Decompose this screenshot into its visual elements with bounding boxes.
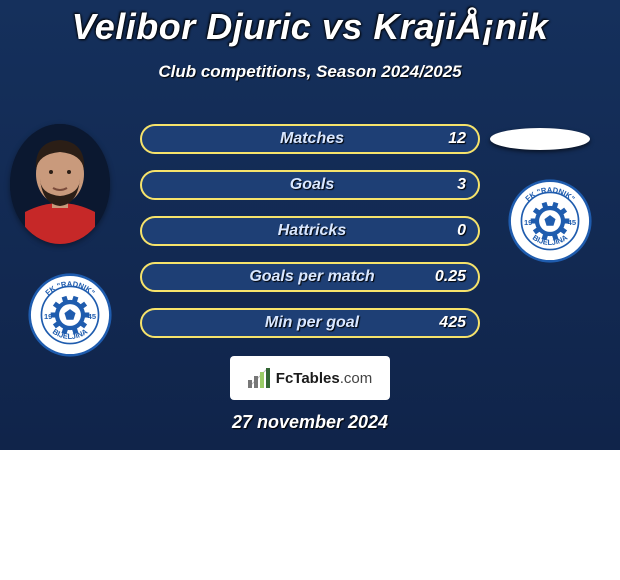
club-badge-left: FK "RADNIK" BIJELJINA 19 45 [28,273,112,357]
stat-label: Matches [142,130,482,148]
stat-label: Goals [142,176,482,194]
stat-value: 12 [448,130,466,148]
stat-row-goals-per-match: Goals per match0.25 [140,262,480,292]
stat-row-goals: Goals3 [140,170,480,200]
stat-label: Min per goal [142,314,482,332]
opponent-oval [490,128,590,150]
stage: Velibor Djuric vs KrajiÅ¡nik Club compet… [0,0,620,580]
stats-panel: Velibor Djuric vs KrajiÅ¡nik Club compet… [0,0,620,450]
stat-value: 425 [439,314,466,332]
stat-value: 3 [457,176,466,194]
comparison-subtitle: Club competitions, Season 2024/2025 [0,62,620,82]
player-avatar [10,124,110,244]
brand-name: FcTables [276,370,340,387]
club-badge-right: FK "RADNIK" BIJELJINA 19 45 [508,179,592,263]
stat-label: Goals per match [142,268,482,286]
snapshot-date: 27 november 2024 [0,412,620,433]
stat-row-matches: Matches12 [140,124,480,154]
comparison-title: Velibor Djuric vs KrajiÅ¡nik [0,6,620,48]
stat-row-min-per-goal: Min per goal425 [140,308,480,338]
stat-value: 0 [457,222,466,240]
brand-logo: FcTables.com [230,356,390,400]
brand-bars-icon [248,368,272,388]
stat-label: Hattricks [142,222,482,240]
brand-text: FcTables.com [276,370,372,387]
brand-tld: .com [340,370,373,387]
stat-row-hattricks: Hattricks0 [140,216,480,246]
stat-value: 0.25 [435,268,466,286]
